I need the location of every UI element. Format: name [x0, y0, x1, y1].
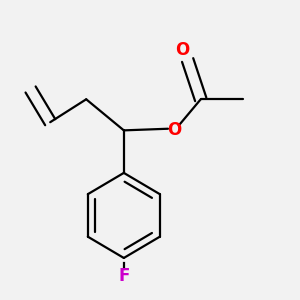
Text: O: O	[176, 41, 190, 59]
Text: F: F	[118, 267, 130, 285]
Text: O: O	[167, 122, 182, 140]
